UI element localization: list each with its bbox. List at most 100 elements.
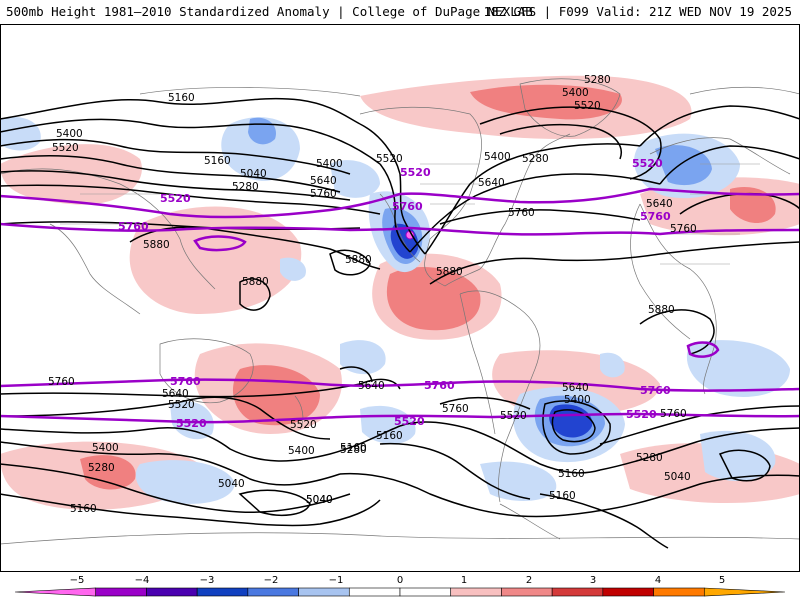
colorbar-segment	[348, 587, 401, 597]
height-contour	[0, 493, 381, 527]
height-label-5520: 5520	[160, 192, 191, 205]
height-label-5520: 5520	[176, 417, 207, 430]
positive-anomaly-area	[730, 186, 776, 224]
coastline	[359, 106, 571, 287]
coastline	[0, 168, 216, 290]
closed-5880-contour	[686, 341, 720, 358]
coastline	[0, 532, 800, 545]
height-contour	[359, 123, 426, 255]
height-label: 5760	[442, 403, 469, 415]
height-contour	[429, 241, 800, 285]
height-label-5520: 5520	[632, 157, 663, 170]
height-contour	[238, 489, 311, 517]
height-contour	[0, 170, 351, 201]
height-label: 5400	[92, 442, 119, 454]
height-label: 5640	[478, 177, 505, 189]
height-contour	[0, 396, 331, 440]
height-label: 5400	[484, 151, 511, 163]
coastline	[294, 395, 304, 430]
height-label: 5280	[88, 462, 115, 474]
colorbar-segments	[14, 587, 786, 597]
height-contour	[0, 118, 381, 165]
height-label: 5280	[232, 181, 259, 193]
height-contour	[439, 209, 641, 225]
colorbar-segment	[703, 587, 786, 597]
height-label-5760: 5760	[640, 384, 671, 397]
height-label: 5880	[345, 254, 372, 266]
negative-anomaly-area	[135, 460, 235, 504]
height-label: 5520	[574, 100, 601, 112]
height-contour	[0, 184, 381, 215]
colorbar-tick: 2	[526, 575, 532, 586]
negative-anomaly-area	[170, 401, 214, 440]
coastline	[139, 87, 361, 97]
height-label: 5160	[70, 503, 97, 515]
negative-anomaly-area	[221, 117, 300, 181]
height-label: 5760	[660, 408, 687, 420]
map-title: 500mb Height 1981–2010 Standardized Anom…	[6, 4, 533, 19]
height-contour	[339, 366, 373, 383]
height-label: 5400	[288, 445, 315, 457]
height-contours	[0, 97, 800, 549]
anomaly-shading	[0, 75, 800, 510]
height-label: 5400	[564, 394, 591, 406]
height-contour	[329, 249, 371, 276]
colorbar-tick: 5	[719, 575, 725, 586]
colorbar-segment	[95, 587, 147, 597]
height-contour	[639, 105, 800, 147]
height-contour	[129, 226, 381, 270]
height-contour	[0, 154, 341, 193]
height-label: 5880	[648, 304, 675, 316]
coastline	[519, 78, 621, 137]
height-contour	[0, 378, 401, 398]
height-contour	[639, 309, 715, 355]
height-label: 5880	[143, 239, 170, 251]
colorbar-segment	[14, 587, 97, 597]
height-contour	[379, 163, 411, 253]
height-label: 5040	[664, 471, 691, 483]
height-label-5520: 5520	[400, 166, 431, 179]
colorbar-segment	[247, 587, 299, 597]
height-label-5760: 5760	[170, 375, 201, 388]
height-contour	[239, 278, 271, 311]
negative-anomaly-area	[340, 340, 386, 375]
height-contour	[399, 421, 601, 474]
height-label: 5400	[562, 87, 589, 99]
height-contour	[0, 463, 351, 514]
colorbar-tick: 1	[461, 575, 467, 586]
colorbar-segment	[551, 587, 604, 597]
colorbar-segment	[450, 587, 502, 597]
colorbar-tick: 3	[590, 575, 596, 586]
positive-anomaly-area	[386, 266, 481, 331]
positive-anomaly-area	[129, 206, 302, 314]
positive-anomaly-area	[470, 84, 622, 120]
height-contour	[339, 472, 611, 518]
height-label: 5160	[168, 92, 195, 104]
height-contour	[424, 143, 641, 255]
colorbar: −5 −4 −3 −2 −1 0 1 2 3 4 5	[0, 574, 800, 600]
colorbar-tick: −4	[135, 575, 150, 586]
height-contour	[0, 441, 341, 486]
height-label: 5280	[522, 153, 549, 165]
contour-5520-north	[0, 187, 800, 219]
height-label: 5040	[218, 478, 245, 490]
height-label: 5640	[562, 382, 589, 394]
height-label: 5520	[52, 142, 79, 154]
positive-anomaly-area	[80, 455, 136, 490]
colorbar-tick: 0	[397, 575, 403, 586]
height-label: 5520	[290, 419, 317, 431]
height-label: 5400	[316, 158, 343, 170]
colorbar-segment	[501, 587, 553, 597]
colorbar-segment	[146, 587, 198, 597]
coastline	[379, 193, 421, 263]
contour-5760-north	[0, 222, 800, 236]
height-label: 5760	[670, 223, 697, 235]
height-label: 5040	[240, 168, 267, 180]
height-label-5520: 5520	[394, 415, 425, 428]
height-contour	[599, 427, 800, 471]
height-label: 5880	[242, 276, 269, 288]
contour-5520-south	[0, 412, 800, 424]
height-label-5520: 5520	[626, 408, 657, 421]
height-contour	[609, 474, 800, 510]
height-label: 5160	[376, 430, 403, 442]
